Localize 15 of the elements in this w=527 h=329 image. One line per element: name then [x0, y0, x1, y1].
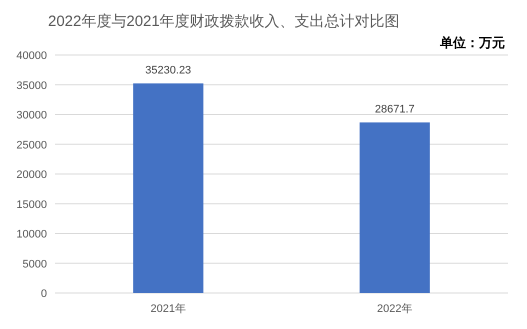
- data-label: 35230.23: [145, 64, 192, 76]
- y-tick-label: 20000: [16, 169, 47, 181]
- annotation: 单位：万元: [440, 35, 505, 50]
- data-label: 28671.7: [374, 103, 415, 116]
- y-tick-label: 5000: [22, 258, 47, 270]
- y-tick-label: 0: [40, 288, 47, 300]
- y-tick-label: 25000: [16, 139, 47, 152]
- x-tick-label: 2022年: [377, 303, 412, 315]
- y-tick-label: 15000: [16, 198, 47, 211]
- y-tick-label: 30000: [16, 110, 47, 122]
- y-tick-label: 10000: [16, 228, 47, 240]
- y-tick-label: 40000: [16, 50, 47, 62]
- y-tick-label: 35000: [16, 80, 47, 92]
- title: 2022年度与2021年度财政拨款收入、支出总计对比图: [48, 13, 400, 30]
- x-tick-label: 2021年: [150, 303, 186, 315]
